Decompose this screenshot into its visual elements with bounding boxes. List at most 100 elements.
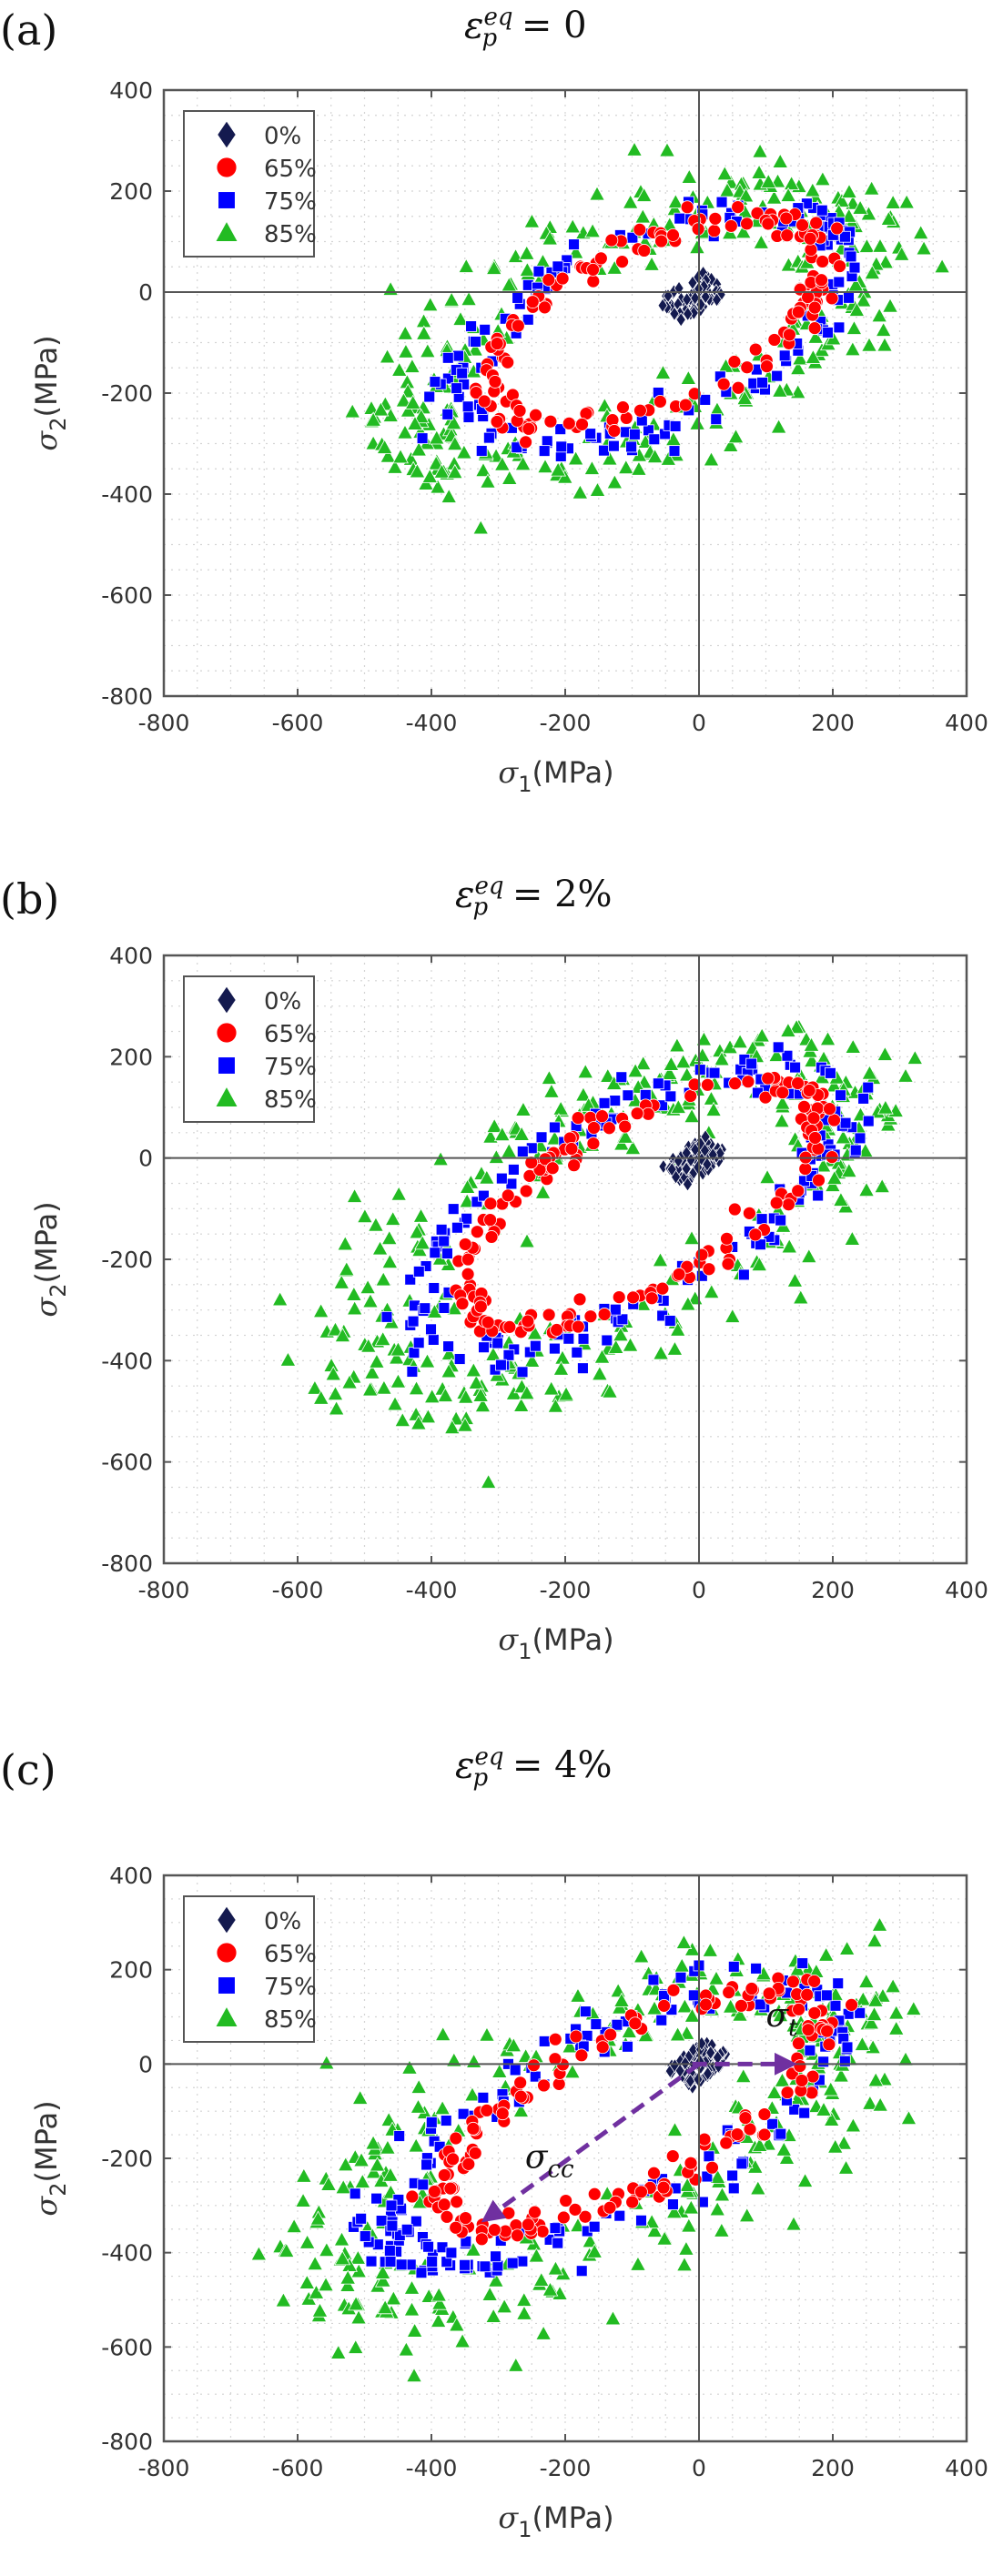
data-point (401, 2059, 418, 2075)
data-point (816, 2101, 832, 2116)
data-point (840, 207, 857, 223)
title-symbol: ε (455, 874, 475, 916)
legend-item: 65% (216, 156, 317, 183)
data-point (622, 2040, 633, 2053)
data-point (766, 2117, 778, 2130)
data-point (309, 2210, 327, 2226)
data-point (667, 2198, 679, 2210)
x-tick-label: -200 (540, 710, 592, 736)
data-point (471, 1196, 483, 1208)
data-point (688, 2042, 699, 2057)
x-tick-label: -200 (540, 2455, 592, 2481)
data-point (390, 1373, 407, 1389)
data-point (833, 259, 846, 273)
data-point (709, 2168, 726, 2184)
data-point (711, 292, 723, 308)
data-point (559, 2194, 573, 2207)
data-point (320, 2176, 337, 2191)
data-point (613, 2209, 626, 2222)
data-point (622, 1089, 634, 1102)
data-point (375, 1379, 392, 1395)
data-point (556, 469, 573, 484)
legend-label: 85% (264, 1086, 317, 1114)
data-point (681, 1145, 692, 1161)
data-point (470, 1225, 484, 1239)
data-point (665, 2203, 683, 2219)
data-point (538, 300, 552, 315)
data-point (495, 2106, 510, 2121)
data-point (519, 261, 536, 277)
data-point (481, 1128, 499, 1144)
data-point (839, 230, 851, 243)
data-point (768, 1046, 785, 1062)
data-point (666, 2121, 684, 2137)
data-point (876, 1099, 894, 1115)
data-point (385, 2290, 402, 2306)
data-point (748, 1227, 763, 1242)
data-point (761, 217, 775, 231)
data-point (513, 2076, 528, 2090)
data-point (307, 2255, 324, 2271)
data-point (700, 288, 711, 305)
data-point (589, 186, 605, 201)
data-point (724, 219, 738, 233)
data-point (633, 1948, 650, 1964)
data-point (390, 361, 408, 377)
data-point (687, 1989, 700, 2002)
x-tick-label: -800 (138, 710, 190, 736)
data-point (629, 429, 641, 440)
data-point (679, 1296, 696, 1311)
data-point (548, 2032, 562, 2046)
data-point (516, 1146, 529, 1157)
data-point (607, 424, 622, 438)
data-point (426, 2256, 438, 2268)
data-point (762, 1986, 776, 2001)
y-tick-label: 400 (109, 77, 153, 104)
data-point (753, 234, 770, 249)
data-point (728, 1076, 742, 1091)
data-point (480, 2103, 494, 2117)
data-point (702, 2066, 714, 2082)
data-point (465, 320, 477, 332)
data-point (798, 1162, 813, 1176)
data-point (657, 1998, 671, 2013)
data-point (829, 1999, 842, 2012)
data-point (624, 1139, 642, 1155)
data-point (464, 2086, 481, 2102)
data-point (625, 2195, 640, 2209)
data-point (434, 2025, 451, 2042)
data-point (848, 301, 866, 317)
data-point (545, 1161, 560, 1176)
data-point (669, 306, 680, 322)
data-point (484, 1230, 499, 1244)
scatter-chart: -800 -600 -400 -200 0 200 400 400 200 0 -200 -400 -6… (29, 77, 988, 797)
data-point (817, 1946, 835, 1962)
data-point (355, 2212, 367, 2225)
annotation-label: σcc (525, 2138, 574, 2183)
data-point (495, 1359, 507, 1371)
data-point (667, 193, 684, 209)
data-point (390, 1186, 408, 1201)
legend: 0% 65% 75% 85% (183, 975, 317, 1123)
data-point (678, 1066, 695, 1082)
data-point (412, 1266, 425, 1278)
data-point (797, 1099, 811, 1114)
data-point (626, 231, 639, 244)
data-point (341, 1374, 358, 1389)
data-point (430, 479, 447, 494)
data-point (612, 1290, 626, 1305)
data-point (374, 2264, 391, 2279)
data-point (808, 1131, 822, 1145)
data-point (457, 1417, 473, 1432)
data-point (599, 1067, 616, 1083)
data-point (519, 1184, 533, 1198)
data-point (567, 1158, 582, 1173)
data-point (586, 274, 601, 288)
title-superscript: eq (474, 873, 504, 900)
data-point (772, 2006, 789, 2023)
data-point (582, 2232, 599, 2248)
data-point (827, 1113, 841, 1127)
data-point (743, 2122, 757, 2137)
data-point (449, 2220, 463, 2235)
data-point (782, 1197, 795, 1212)
